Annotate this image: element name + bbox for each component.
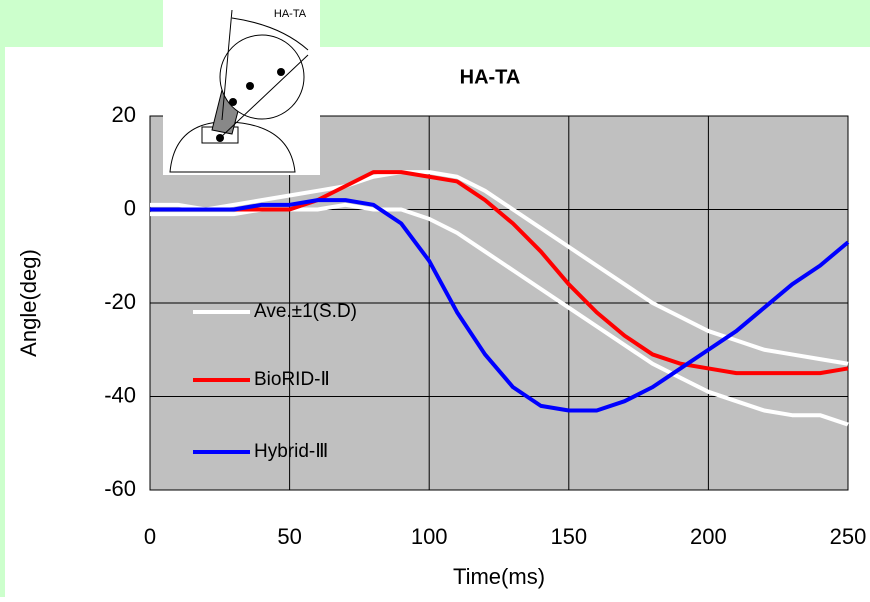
- inset-dot: [246, 82, 254, 90]
- header-band: [0, 0, 870, 47]
- inset-dot: [277, 68, 285, 76]
- x-tick-label: 200: [690, 524, 727, 549]
- x-tick-label: 150: [550, 524, 587, 549]
- data-line: [150, 198, 850, 413]
- y-tick-label: -20: [104, 289, 136, 314]
- x-tick-label: 0: [144, 524, 156, 549]
- x-tick-label: 250: [830, 524, 867, 549]
- legend-label: BioRID-Ⅱ: [254, 369, 330, 390]
- y-tick-label: -40: [104, 382, 136, 407]
- y-axis-label: Angle(deg): [16, 249, 41, 357]
- legend-label: Hybrid-Ⅲ: [254, 441, 328, 462]
- data-line: [150, 170, 849, 376]
- y-tick-label: -60: [104, 476, 136, 501]
- inset-dot: [216, 134, 224, 142]
- inset-axis: [219, 54, 309, 139]
- x-tick-label: 50: [277, 524, 301, 549]
- data-line: [150, 170, 849, 366]
- x-axis-label: Time(ms): [453, 564, 545, 589]
- inset-label: HA-TA: [274, 8, 307, 20]
- x-tick-label: 100: [411, 524, 448, 549]
- legend-label: Ave.±1(S.D): [254, 301, 357, 322]
- inset-diagram: HA-TA: [163, 0, 320, 175]
- chart-title: HA-TA: [460, 66, 521, 88]
- inset-dot: [229, 98, 237, 106]
- inset-arc: [231, 17, 309, 51]
- y-tick-label: 20: [112, 102, 136, 127]
- inset-head: [219, 34, 305, 120]
- y-tick-label: 0: [124, 195, 136, 220]
- inset-ref: [221, 9, 233, 121]
- side-band: [0, 0, 5, 597]
